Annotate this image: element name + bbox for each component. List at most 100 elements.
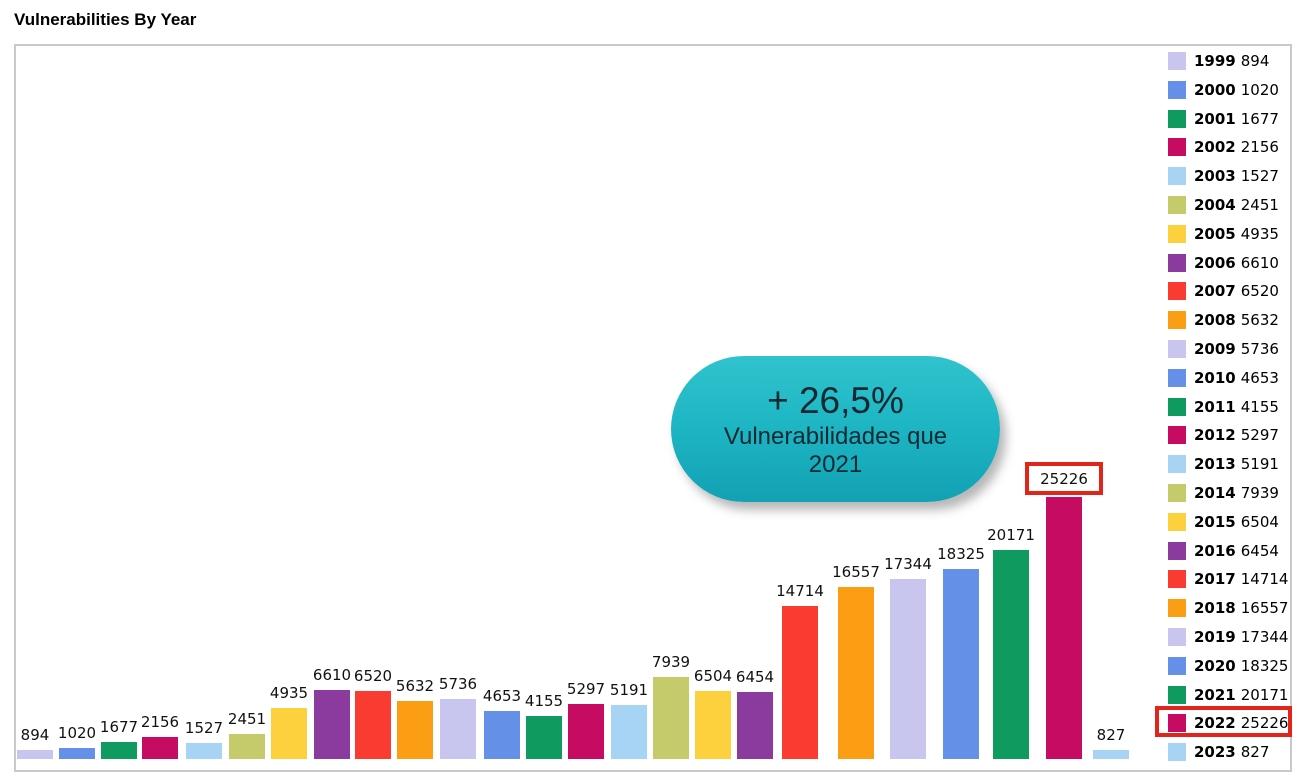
legend-year-2010: 2010	[1194, 368, 1236, 387]
legend-swatch-2015	[1168, 512, 1186, 531]
legend-item-2009[interactable]: 2009 5736	[1168, 339, 1279, 359]
legend-year-2016: 2016	[1194, 541, 1236, 560]
legend-item-2021[interactable]: 2021 20171	[1168, 685, 1288, 705]
legend-item-2012[interactable]: 2012 5297	[1168, 425, 1279, 445]
bar-value-2002: 2156	[140, 713, 180, 731]
bar-2004	[229, 734, 265, 759]
bar-2022	[1046, 497, 1082, 759]
bar-2021	[993, 550, 1029, 759]
bar-value-2010: 4653	[482, 687, 522, 705]
bar-value-2003: 1527	[184, 719, 224, 737]
bar-value-2018: 16557	[832, 563, 880, 581]
legend-swatch-2010	[1168, 368, 1186, 387]
legend-year-2014: 2014	[1194, 484, 1236, 502]
bar-2019	[890, 579, 926, 759]
bar-2009	[440, 699, 476, 759]
legend-item-2015[interactable]: 2015 6504	[1168, 512, 1279, 532]
bar-2005	[271, 708, 307, 759]
legend-item-2001[interactable]: 2001 1677	[1168, 109, 1279, 129]
legend-value-2012: 5297	[1240, 426, 1279, 445]
bar-2002	[142, 737, 178, 759]
legend-value-2011: 4155	[1240, 397, 1279, 416]
bar-value-2021: 20171	[987, 526, 1035, 544]
callout-text: Vulnerabilidades que	[723, 423, 948, 450]
legend-year-2002: 2002	[1194, 138, 1236, 157]
bar-value-2019: 17344	[884, 555, 932, 573]
legend-year-2003: 2003	[1194, 167, 1236, 186]
legend-swatch-2008	[1168, 311, 1186, 330]
legend-item-2008[interactable]: 2008 5632	[1168, 310, 1279, 330]
bar-value-2007: 6520	[353, 667, 393, 685]
legend-item-2002[interactable]: 2002 2156	[1168, 137, 1279, 157]
legend-swatch-2000	[1168, 80, 1186, 99]
bar-value-2017: 14714	[776, 582, 824, 600]
legend-swatch-2018	[1168, 599, 1186, 618]
legend-value-2002: 2156	[1240, 138, 1279, 157]
legend-value-2014: 7939	[1240, 484, 1279, 502]
legend-item-2011[interactable]: 2011 4155	[1168, 397, 1279, 417]
bar-value-2011: 4155	[524, 692, 564, 710]
legend-value-2009: 5736	[1240, 340, 1279, 358]
legend-swatch-2013	[1168, 455, 1186, 474]
legend-value-2023: 827	[1240, 743, 1270, 762]
legend-item-2007[interactable]: 2007 6520	[1168, 281, 1279, 301]
legend-swatch-2003	[1168, 167, 1186, 186]
callout-percentage: + 26,5%	[767, 380, 904, 421]
legend-value-2020: 18325	[1240, 656, 1289, 675]
legend-value-2019: 17344	[1240, 628, 1289, 646]
page-title: Vulnerabilities By Year	[14, 10, 197, 29]
legend-year-2005: 2005	[1194, 224, 1236, 243]
legend-item-2022[interactable]: 2022 25226	[1168, 713, 1288, 733]
legend-swatch-2020	[1168, 656, 1186, 675]
legend-swatch-2014	[1168, 484, 1186, 502]
legend-value-2000: 1020	[1240, 80, 1279, 99]
legend-swatch-2021	[1168, 685, 1186, 704]
legend-value-2007: 6520	[1240, 282, 1279, 301]
legend-item-2010[interactable]: 2010 4653	[1168, 368, 1279, 388]
legend-value-2010: 4653	[1240, 368, 1279, 387]
legend-highlight-box-2022	[1155, 706, 1292, 737]
legend-item-2019[interactable]: 2019 17344	[1168, 627, 1288, 647]
bar-value-1999: 894	[20, 726, 50, 744]
legend-item-2013[interactable]: 2013 5191	[1168, 454, 1279, 474]
bar-value-2015: 6504	[693, 667, 733, 685]
legend-swatch-2006	[1168, 253, 1186, 272]
legend-year-2006: 2006	[1194, 253, 1236, 272]
legend-year-2008: 2008	[1194, 311, 1236, 330]
legend-year-2004: 2004	[1194, 196, 1236, 214]
legend-year-2019: 2019	[1194, 628, 1236, 646]
highlighted-bar-value-box-2022: 25226	[1025, 462, 1103, 495]
legend-year-2021: 2021	[1194, 685, 1236, 704]
bar-2010	[484, 711, 520, 759]
bar-2013	[611, 705, 647, 759]
legend-item-2017[interactable]: 2017 14714	[1168, 569, 1288, 589]
legend-year-2012: 2012	[1194, 426, 1236, 445]
bar-value-2016: 6454	[735, 668, 775, 686]
legend-value-2022: 25226	[1240, 714, 1289, 733]
legend-swatch-2017	[1168, 570, 1186, 589]
legend-item-1999[interactable]: 1999 894	[1168, 51, 1269, 71]
legend-value-2008: 5632	[1240, 311, 1279, 330]
legend-item-2020[interactable]: 2020 18325	[1168, 656, 1288, 676]
legend-swatch-2012	[1168, 426, 1186, 445]
bar-2018	[838, 587, 874, 759]
legend-year-2018: 2018	[1194, 599, 1236, 618]
legend-swatch-2019	[1168, 628, 1186, 646]
legend-item-2004[interactable]: 2004 2451	[1168, 195, 1279, 215]
legend-item-2006[interactable]: 2006 6610	[1168, 253, 1279, 273]
legend-item-2023[interactable]: 2023 827	[1168, 742, 1269, 762]
legend-item-2000[interactable]: 2000 1020	[1168, 80, 1279, 100]
legend-swatch-2022	[1168, 714, 1186, 733]
bar-2008	[397, 701, 433, 759]
legend-item-2003[interactable]: 2003 1527	[1168, 166, 1279, 186]
legend-year-2011: 2011	[1194, 397, 1236, 416]
bar-2015	[695, 691, 731, 759]
bar-2016	[737, 692, 773, 759]
legend-value-2016: 6454	[1240, 541, 1279, 560]
legend-item-2014[interactable]: 2014 7939	[1168, 483, 1279, 503]
legend-item-2016[interactable]: 2016 6454	[1168, 541, 1279, 561]
legend-item-2018[interactable]: 2018 16557	[1168, 598, 1288, 618]
bar-value-2001: 1677	[99, 718, 139, 736]
legend-item-2005[interactable]: 2005 4935	[1168, 224, 1279, 244]
bar-value-2009: 5736	[438, 675, 478, 693]
